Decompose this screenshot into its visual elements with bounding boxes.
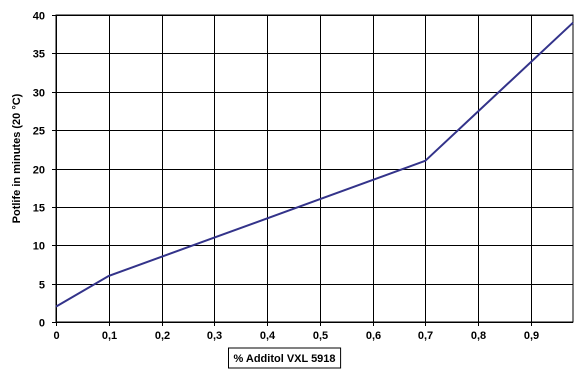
x-tick-label: 0 (53, 330, 59, 342)
plot-frame (55, 14, 574, 323)
x-tick-label: 0,4 (260, 330, 276, 342)
y-tick-label: 25 (33, 126, 45, 138)
x-tick-label: 0,2 (155, 330, 170, 342)
y-tick-label: 0 (39, 318, 45, 330)
x-axis-title: % Additol VXL 5918 (233, 353, 335, 365)
x-tick-label: 0,3 (207, 330, 222, 342)
y-axis-title: Potlife in minutes (20 °C) (11, 93, 23, 223)
x-tick-label: 0,9 (524, 330, 539, 342)
y-axis-ticks: 0 5 10 15 20 25 30 35 40 (33, 11, 56, 330)
x-axis-ticks: 0 0,1 0,2 0,3 0,4 0,5 0,6 0,7 0,8 0,9 (53, 322, 539, 342)
series-layer (55, 21, 574, 308)
x-tick-label: 0,8 (471, 330, 486, 342)
series-line (55, 21, 574, 308)
x-tick-label: 0,7 (418, 330, 433, 342)
x-axis-title-box (228, 347, 342, 369)
y-tick-label: 20 (33, 165, 45, 177)
grid (56, 15, 573, 323)
y-tick-label: 30 (33, 88, 45, 100)
y-tick-label: 35 (33, 49, 45, 61)
y-tick-label: 10 (33, 241, 45, 253)
y-tick-label: 5 (39, 280, 45, 292)
x-tick-label: 0,5 (313, 330, 328, 342)
y-tick-label: 40 (33, 11, 45, 23)
x-tick-label: 0,1 (102, 330, 117, 342)
x-axis-title-group: % Additol VXL 5918 (228, 347, 342, 369)
y-tick-label: 15 (33, 203, 45, 215)
x-tick-label: 0,6 (366, 330, 381, 342)
